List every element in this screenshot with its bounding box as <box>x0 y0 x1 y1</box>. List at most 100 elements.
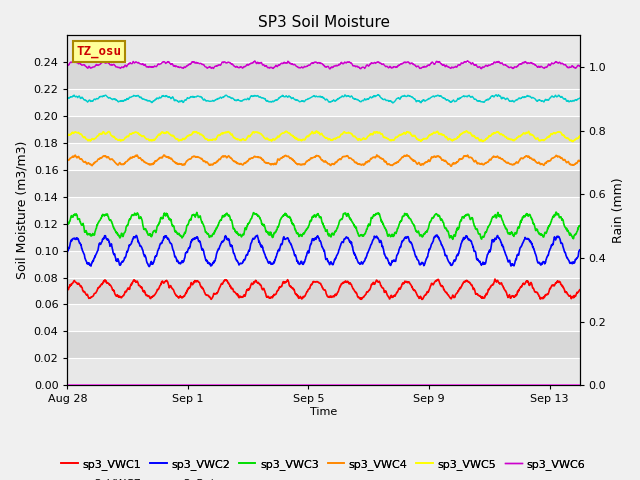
sp3_VWC5 <box>149 137 157 143</box>
sp3_Rain <box>576 382 584 388</box>
sp3_Rain <box>353 382 361 388</box>
sp3_VWC7 <box>389 100 397 106</box>
sp3_VWC6 <box>331 63 339 69</box>
sp3_Rain <box>474 382 481 388</box>
sp3_VWC2 <box>354 258 362 264</box>
sp3_VWC4 <box>353 161 361 167</box>
sp3_VWC2 <box>149 260 157 266</box>
sp3_VWC4 <box>474 161 482 167</box>
Bar <box>67 116 580 143</box>
Line: sp3_VWC2: sp3_VWC2 <box>67 235 580 266</box>
sp3_Rain <box>149 382 157 388</box>
sp3_VWC1 <box>331 293 339 299</box>
sp3_Rain <box>302 382 310 388</box>
sp3_VWC7 <box>63 95 71 101</box>
sp3_VWC2 <box>433 232 441 238</box>
sp3_Rain <box>331 382 339 388</box>
Line: sp3_VWC6: sp3_VWC6 <box>67 60 580 69</box>
sp3_VWC6 <box>326 66 334 72</box>
sp3_VWC5 <box>158 130 166 135</box>
Y-axis label: Soil Moisture (m3/m3): Soil Moisture (m3/m3) <box>15 141 28 279</box>
Text: TZ_osu: TZ_osu <box>77 45 122 58</box>
sp3_Rain <box>158 382 166 388</box>
sp3_VWC2 <box>63 249 71 254</box>
Bar <box>67 331 580 358</box>
sp3_Rain <box>63 382 71 388</box>
sp3_VWC5 <box>474 135 481 141</box>
sp3_VWC2 <box>303 253 310 259</box>
sp3_VWC7 <box>302 97 310 103</box>
sp3_VWC6 <box>463 58 471 63</box>
sp3_VWC4 <box>447 163 455 169</box>
X-axis label: Time: Time <box>310 407 337 417</box>
sp3_VWC3 <box>302 228 310 233</box>
sp3_VWC6 <box>149 64 157 70</box>
sp3_VWC6 <box>63 61 71 67</box>
sp3_VWC5 <box>63 132 71 138</box>
sp3_VWC5 <box>463 128 470 134</box>
Bar <box>67 89 580 116</box>
sp3_VWC3 <box>149 229 157 235</box>
sp3_VWC1 <box>158 279 166 285</box>
Bar <box>67 304 580 331</box>
Legend: sp3_VWC1, sp3_VWC2, sp3_VWC3, sp3_VWC4, sp3_VWC5, sp3_VWC6: sp3_VWC1, sp3_VWC2, sp3_VWC3, sp3_VWC4, … <box>57 455 589 474</box>
Line: sp3_VWC4: sp3_VWC4 <box>67 155 580 166</box>
Line: sp3_VWC3: sp3_VWC3 <box>67 212 580 240</box>
Bar <box>67 277 580 304</box>
Bar <box>67 62 580 89</box>
sp3_VWC3 <box>449 237 456 242</box>
sp3_VWC7 <box>331 98 339 104</box>
Bar <box>67 143 580 170</box>
Line: sp3_VWC5: sp3_VWC5 <box>67 131 580 142</box>
sp3_VWC5 <box>576 133 584 139</box>
sp3_VWC7 <box>576 95 584 101</box>
sp3_VWC5 <box>569 139 577 144</box>
sp3_VWC6 <box>354 64 362 70</box>
sp3_VWC1 <box>491 276 499 282</box>
sp3_VWC3 <box>158 216 166 222</box>
sp3_VWC5 <box>353 136 361 142</box>
Bar <box>67 170 580 197</box>
sp3_VWC3 <box>63 219 71 225</box>
sp3_VWC4 <box>63 157 71 163</box>
sp3_VWC1 <box>149 293 157 299</box>
sp3_VWC3 <box>331 229 339 235</box>
sp3_VWC6 <box>474 64 482 70</box>
sp3_VWC7 <box>353 97 361 103</box>
Line: sp3_VWC7: sp3_VWC7 <box>67 95 580 103</box>
sp3_VWC4 <box>576 158 584 164</box>
sp3_VWC6 <box>576 63 584 69</box>
sp3_VWC2 <box>145 264 153 269</box>
Bar <box>67 224 580 251</box>
sp3_VWC6 <box>302 64 310 70</box>
sp3_VWC1 <box>576 287 584 293</box>
sp3_VWC7 <box>158 94 166 100</box>
sp3_VWC7 <box>474 98 482 104</box>
Bar <box>67 251 580 277</box>
sp3_VWC4 <box>373 152 381 158</box>
sp3_VWC1 <box>302 290 310 296</box>
sp3_VWC3 <box>552 209 560 215</box>
sp3_VWC1 <box>63 286 71 291</box>
sp3_VWC2 <box>576 247 584 253</box>
Line: sp3_VWC1: sp3_VWC1 <box>67 279 580 300</box>
sp3_VWC4 <box>149 162 157 168</box>
sp3_VWC5 <box>302 134 310 140</box>
sp3_VWC1 <box>353 292 361 298</box>
sp3_VWC2 <box>158 239 166 245</box>
Bar <box>67 197 580 224</box>
sp3_VWC2 <box>331 257 339 263</box>
sp3_VWC2 <box>474 256 482 262</box>
sp3_VWC1 <box>418 297 426 302</box>
sp3_VWC3 <box>576 223 584 228</box>
sp3_VWC7 <box>149 99 157 105</box>
sp3_VWC4 <box>158 155 166 160</box>
Title: SP3 Soil Moisture: SP3 Soil Moisture <box>257 15 390 30</box>
sp3_VWC3 <box>353 228 361 234</box>
sp3_VWC4 <box>302 159 310 165</box>
sp3_VWC1 <box>474 292 481 298</box>
sp3_VWC5 <box>331 136 339 142</box>
sp3_VWC3 <box>474 227 481 233</box>
sp3_VWC7 <box>375 92 383 97</box>
Bar <box>67 358 580 385</box>
